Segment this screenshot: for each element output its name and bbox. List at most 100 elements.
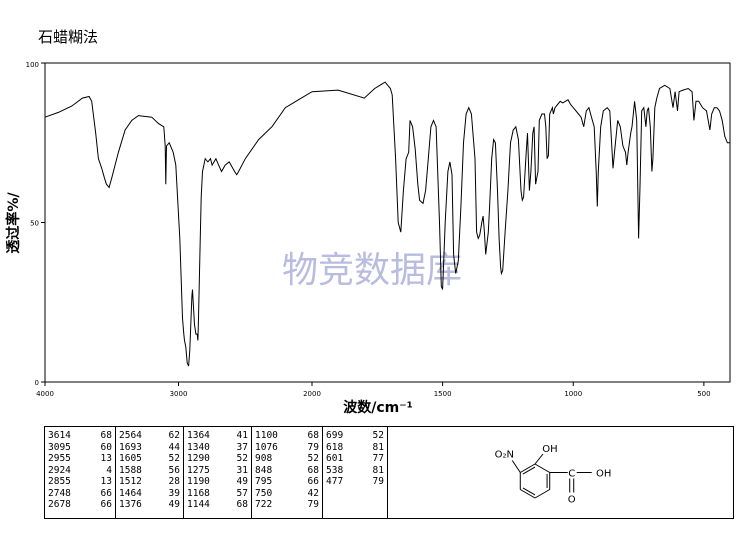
peak-row: 2564 62 (119, 430, 180, 442)
x-axis-title: 波数/cm⁻¹ (343, 399, 413, 416)
peak-wavenumber: 1144 (187, 499, 210, 510)
peak-row: 795 66 (255, 476, 319, 488)
peak-row: 1340 37 (187, 442, 248, 454)
peak-transmittance: 66 (100, 487, 112, 499)
peak-row: 848 68 (255, 465, 319, 477)
peak-transmittance: 28 (168, 476, 180, 487)
bond (522, 466, 536, 475)
atom-label-carbonyl-o-label: O (568, 495, 576, 506)
peak-wavenumber: 1190 (187, 476, 210, 487)
peak-row: 1275 31 (187, 465, 248, 477)
peak-wavenumber: 1376 (119, 499, 142, 510)
peak-wavenumber: 1168 (187, 487, 210, 499)
peak-transmittance: 37 (236, 441, 248, 453)
peak-row: 1588 56 (119, 465, 180, 477)
peak-transmittance: 42 (307, 487, 319, 499)
peak-wavenumber: 1100 (255, 430, 278, 441)
sampling-method-label: 石蜡糊法 (38, 28, 99, 46)
peak-wavenumber: 2748 (48, 487, 71, 499)
peak-wavenumber: 1588 (119, 464, 142, 476)
peak-transmittance: 31 (236, 464, 248, 476)
peak-transmittance: 68 (307, 464, 319, 476)
peak-transmittance: 79 (307, 499, 319, 510)
peak-row: 1100 68 (255, 430, 319, 442)
atom-label-cooh-label: C (568, 469, 575, 480)
peak-wavenumber: 1512 (119, 476, 142, 487)
y-tick-label: 0 (35, 379, 39, 387)
molecule-structure: OH O₂N C OH O (495, 444, 612, 506)
peak-column: 1364 41 1340 37 1290 52 1275 31 1190 49 1168 57 1144… (184, 427, 252, 518)
peak-row: 2955 13 (48, 453, 112, 465)
peak-column: 1100 68 1076 79 908 52 848 68 795 66 750 42 722 79 (252, 427, 323, 518)
peak-wavenumber: 618 (326, 441, 344, 453)
peak-row: 722 79 (255, 499, 319, 511)
bond (511, 460, 521, 473)
atom-label-cooh-oh-label: OH (596, 469, 611, 480)
peak-wavenumber: 2924 (48, 464, 71, 476)
peak-transmittance: 77 (372, 453, 384, 464)
peak-transmittance: 60 (100, 441, 112, 453)
x-tick-label: 2000 (303, 390, 321, 398)
peak-wavenumber: 1693 (119, 441, 142, 453)
peak-transmittance: 79 (307, 441, 319, 453)
peak-table: 3614 68 3095 60 2955 13 2924 4 2855 13 2748 66 2678 6… (44, 426, 734, 519)
peak-transmittance: 49 (236, 476, 248, 487)
atom-label-oh-label: OH (542, 444, 557, 455)
peak-row: 2678 66 (48, 499, 112, 511)
peak-wavenumber: 1605 (119, 453, 142, 464)
peak-row: 1512 28 (119, 476, 180, 488)
peak-column: 699 52 618 81 601 77 538 81 477 79 (323, 427, 388, 518)
y-axis-title: 透过率%/ (5, 192, 22, 254)
peak-wavenumber: 538 (326, 464, 344, 476)
peak-row: 2855 13 (48, 476, 112, 488)
x-tick-label: 500 (697, 390, 710, 398)
bond (522, 487, 536, 496)
peak-wavenumber: 795 (255, 476, 273, 487)
peak-wavenumber: 3095 (48, 441, 71, 453)
x-tick-label: 3000 (170, 390, 188, 398)
structure-panel: OH O₂N C OH O (388, 427, 733, 518)
peak-transmittance: 57 (236, 487, 248, 499)
peak-wavenumber: 1076 (255, 441, 278, 453)
peak-row: 3095 60 (48, 442, 112, 454)
peak-transmittance: 49 (168, 499, 180, 510)
plot-frame (44, 62, 731, 383)
peak-transmittance: 79 (372, 476, 384, 487)
peak-row: 1376 49 (119, 499, 180, 511)
peak-row: 1464 39 (119, 488, 180, 500)
peak-wavenumber: 1340 (187, 441, 210, 453)
peak-row: 1290 52 (187, 453, 248, 465)
peak-wavenumber: 1364 (187, 430, 210, 441)
peak-wavenumber: 2955 (48, 453, 71, 464)
peak-transmittance: 41 (236, 430, 248, 441)
bond (534, 463, 550, 473)
x-tick-label: 4000 (36, 390, 54, 398)
peak-transmittance: 68 (100, 430, 112, 441)
peak-row: 538 81 (326, 465, 384, 477)
peak-wavenumber: 3614 (48, 430, 71, 441)
peak-wavenumber: 2564 (119, 430, 142, 441)
y-tick-label: 100 (26, 61, 39, 69)
peak-row: 1190 49 (187, 476, 248, 488)
peak-wavenumber: 722 (255, 499, 273, 510)
peak-transmittance: 13 (100, 476, 112, 487)
peak-wavenumber: 750 (255, 487, 273, 499)
peak-row: 1364 41 (187, 430, 248, 442)
peak-transmittance: 66 (307, 476, 319, 487)
peak-row: 3614 68 (48, 430, 112, 442)
peak-wavenumber: 2855 (48, 476, 71, 487)
bond (520, 489, 536, 499)
peak-row: 1144 68 (187, 499, 248, 511)
peak-transmittance: 13 (100, 453, 112, 464)
peak-transmittance: 68 (307, 430, 319, 441)
x-tick-label: 1500 (434, 390, 452, 398)
peak-wavenumber: 477 (326, 476, 344, 487)
peak-row: 1076 79 (255, 442, 319, 454)
bond (534, 489, 550, 499)
peak-row: 1605 52 (119, 453, 180, 465)
peak-row: 2924 4 (48, 465, 112, 477)
x-axis: 4000 3000 2000 1500 1000 500 (36, 382, 711, 398)
peak-transmittance: 4 (106, 464, 112, 476)
peak-transmittance: 52 (168, 453, 180, 464)
peak-wavenumber: 1290 (187, 453, 210, 464)
